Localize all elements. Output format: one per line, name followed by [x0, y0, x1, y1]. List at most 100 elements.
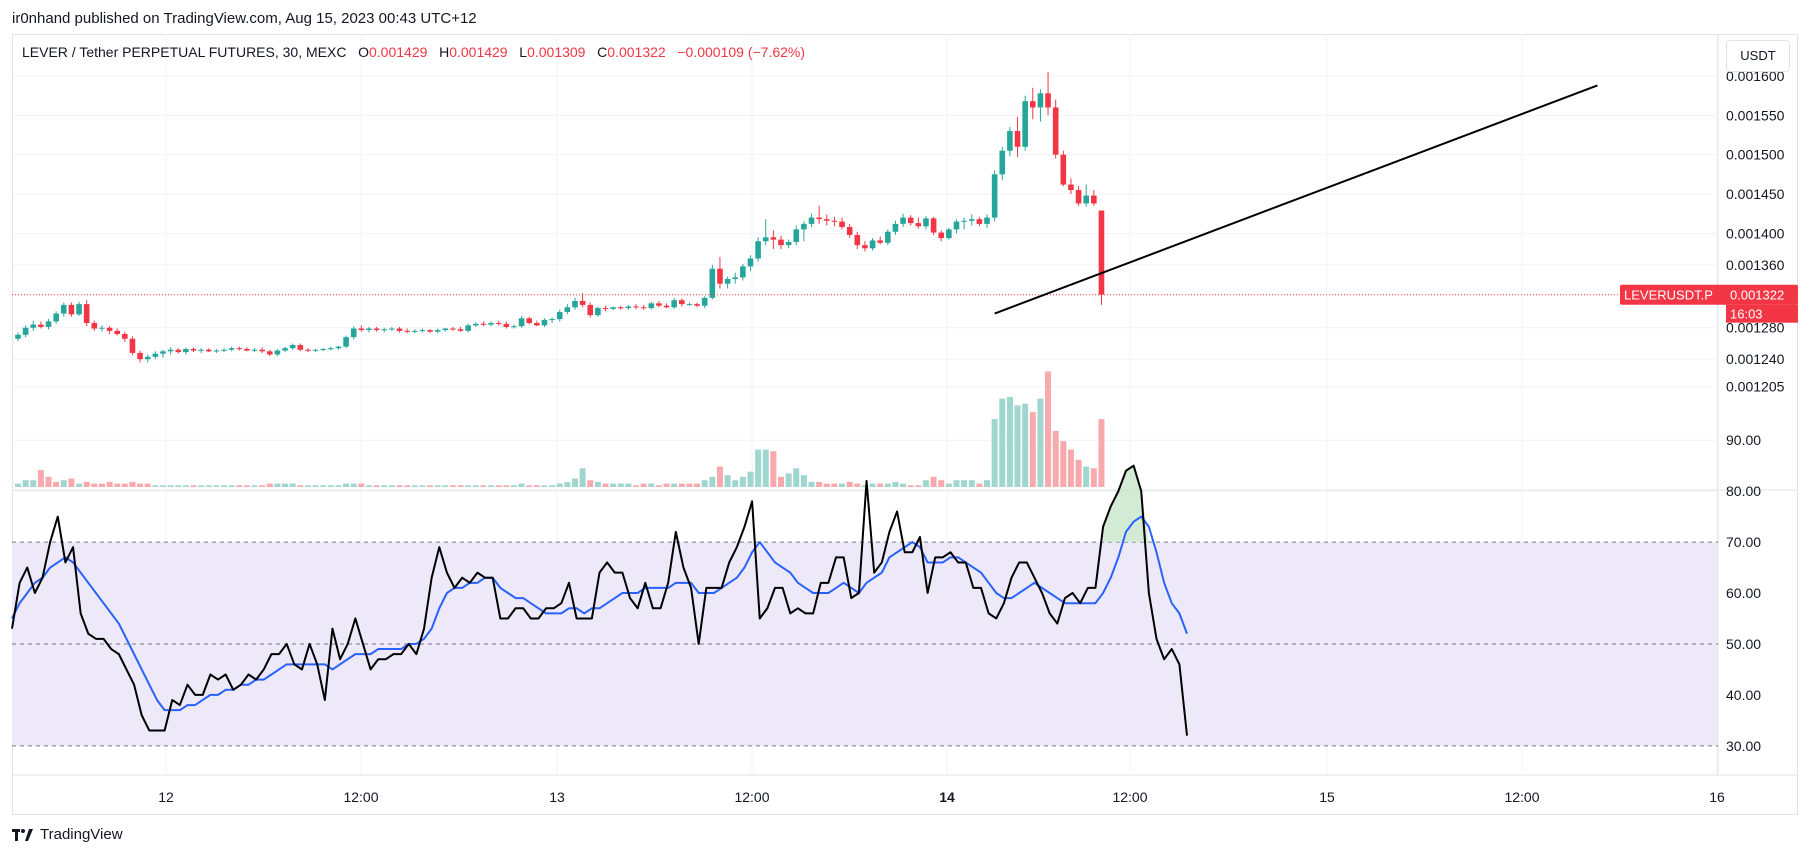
candle-body: [480, 323, 487, 325]
candle-body: [663, 305, 670, 308]
candle-body: [915, 223, 922, 227]
legend-high-value: 0.001429: [449, 44, 508, 60]
volume-bar: [915, 485, 922, 487]
candle-body: [45, 321, 52, 327]
volume-bar: [129, 481, 136, 487]
candle-body: [785, 241, 792, 246]
trendline: [994, 84, 1598, 315]
volume-bar: [716, 466, 723, 487]
candle-body: [541, 319, 548, 326]
candle-body: [831, 220, 838, 222]
candle-body: [999, 150, 1006, 175]
candle-body: [793, 229, 800, 242]
candle-body: [129, 338, 136, 353]
volume-bar: [984, 480, 991, 487]
volume-bar: [480, 485, 487, 487]
volume-bar: [1067, 449, 1074, 487]
candle-body: [686, 304, 693, 306]
volume-bar: [228, 485, 235, 487]
volume-bar: [900, 483, 907, 487]
volume-bar: [617, 483, 624, 487]
candle-body: [839, 221, 845, 228]
price-tag-price: 0.001322: [1730, 288, 1784, 303]
volume-bar: [434, 485, 441, 487]
time-tick-label: 12:00: [343, 789, 378, 805]
candle-body: [190, 348, 197, 351]
volume-bar: [671, 483, 678, 487]
volume-bar: [1090, 468, 1097, 487]
volume-bar: [800, 475, 807, 487]
volume-bar: [739, 476, 746, 487]
candle-body: [1045, 93, 1051, 108]
legend-close-label: C: [597, 44, 608, 60]
candle-body: [518, 318, 525, 327]
candle-body: [755, 241, 761, 259]
countdown-box: [1726, 304, 1798, 323]
candle-body: [1052, 107, 1059, 155]
candle-body: [617, 307, 624, 309]
volume-bar: [793, 468, 800, 487]
time-tick-label: 12:00: [1112, 789, 1147, 805]
candle-body: [602, 308, 609, 310]
candle-body: [877, 240, 883, 243]
volume-bar: [831, 483, 838, 487]
volume-bar: [1045, 371, 1052, 487]
volume-bar: [579, 468, 586, 487]
candle-body: [640, 307, 647, 309]
candle-body: [465, 325, 471, 331]
candle-body: [373, 328, 380, 331]
volume-bar: [266, 483, 273, 487]
candle-body: [328, 348, 334, 350]
candle-body: [885, 231, 891, 243]
volume-bar: [320, 485, 327, 487]
candle-body: [106, 327, 113, 331]
volume-bar: [167, 485, 174, 487]
volume-bar: [510, 485, 517, 487]
candle-body: [259, 349, 265, 352]
volume-bar: [358, 483, 365, 487]
volume-bar: [488, 485, 495, 487]
time-tick-label: 12:00: [1504, 789, 1539, 805]
volume-bar: [587, 480, 594, 487]
volume-layer: [15, 371, 1105, 487]
volume-bar: [709, 476, 716, 487]
volume-bar: [633, 485, 640, 487]
volume-bar: [60, 480, 67, 487]
candle-body: [968, 219, 975, 221]
volume-bar: [930, 476, 937, 487]
volume-bar: [640, 483, 647, 487]
candle-body: [434, 330, 441, 332]
volume-bar: [877, 483, 884, 487]
price-tick-label: 0.001550: [1726, 107, 1785, 123]
candle-body: [457, 329, 464, 331]
candle-body: [679, 300, 685, 305]
volume-bar: [144, 483, 151, 487]
currency-button[interactable]: USDT: [1726, 40, 1790, 72]
candle-body: [167, 349, 174, 352]
volume-bar: [999, 398, 1006, 487]
candle-body: [76, 304, 82, 315]
candle-body: [1022, 101, 1028, 147]
candle-body: [419, 330, 426, 332]
candle-body: [381, 329, 388, 331]
volume-bar: [808, 481, 815, 487]
volume-bar: [205, 485, 212, 487]
rsi-tick-label: 90.00: [1726, 432, 1761, 448]
candle-body: [282, 348, 288, 351]
candle-body: [53, 313, 59, 322]
candle-body: [816, 217, 822, 220]
volume-bar: [648, 483, 655, 487]
candle-body: [152, 353, 159, 357]
candle-body: [953, 221, 960, 230]
candle-body: [99, 327, 105, 329]
candle-body: [183, 348, 189, 353]
price-tick-label: 0.001500: [1726, 147, 1785, 163]
volume-bar: [1014, 405, 1021, 487]
footer-brand[interactable]: TradingView: [12, 826, 123, 843]
candle-body: [213, 350, 220, 352]
candle-layer: [15, 72, 1105, 363]
volume-bar: [335, 485, 342, 487]
candle-body: [503, 323, 510, 327]
candle-body: [907, 217, 914, 224]
